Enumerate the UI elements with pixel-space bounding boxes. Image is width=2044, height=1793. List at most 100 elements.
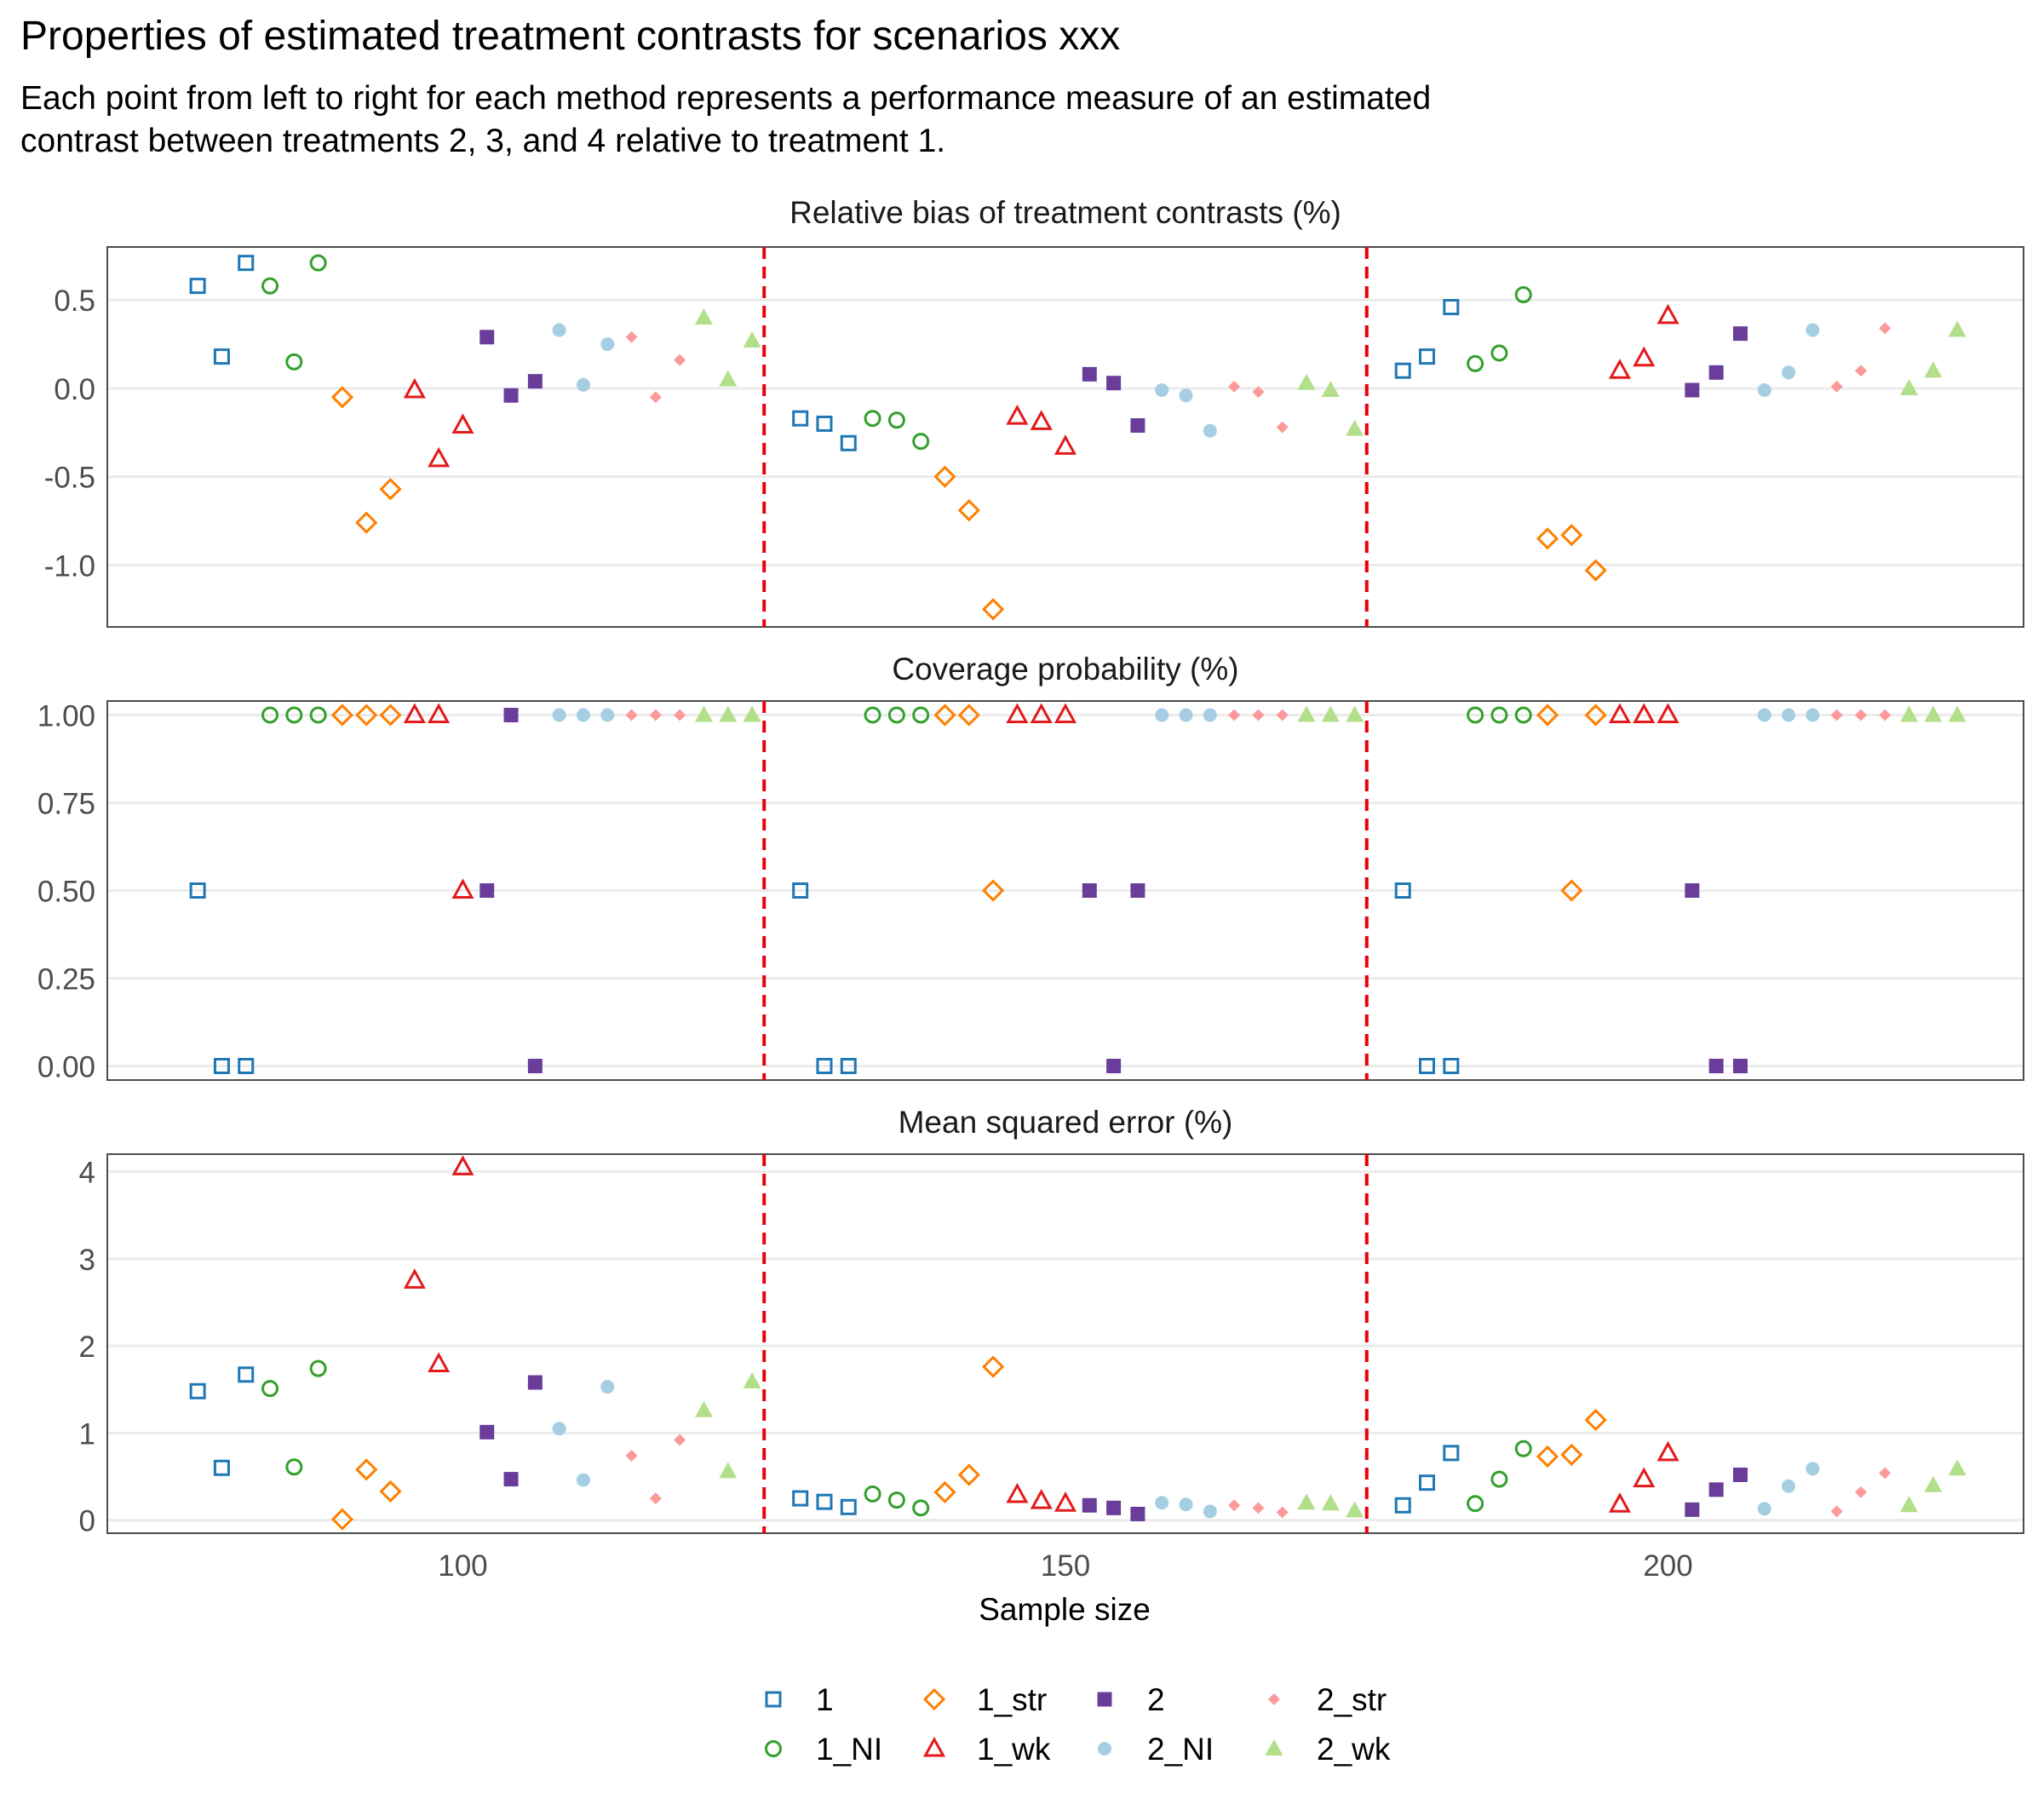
point-2 <box>479 330 495 345</box>
point-1_NI <box>887 411 905 429</box>
point-2_wk <box>1948 705 1966 722</box>
point-1_NI <box>1490 344 1508 362</box>
point-2_NI <box>1155 383 1169 398</box>
point-2_str <box>649 391 662 404</box>
point-2_str <box>1228 380 1241 393</box>
point-1_str <box>355 1458 378 1481</box>
point-1_wk <box>1633 1467 1656 1488</box>
point-2_wk <box>1297 1493 1316 1510</box>
point-1_str <box>379 1480 402 1503</box>
point-2 <box>527 1059 543 1074</box>
point-2 <box>1708 365 1724 380</box>
legend-label: 1 <box>816 1682 834 1717</box>
legend-key-1_str <box>922 1687 946 1711</box>
legend-key-1_NI <box>765 1740 782 1757</box>
point-1_wk <box>1656 703 1679 723</box>
panel-title: Coverage probability (%) <box>892 652 1238 687</box>
x-tick-label: 150 <box>1041 1549 1090 1583</box>
point-1 <box>189 1382 206 1399</box>
point-1 <box>189 882 206 899</box>
point-1_str <box>1536 704 1559 727</box>
point-2_wk <box>694 307 713 325</box>
point-1_wk <box>428 1352 451 1373</box>
legend-label: 2_wk <box>1317 1732 1391 1767</box>
y-tick-label: 0.25 <box>37 963 95 997</box>
point-2_wk <box>1924 705 1943 722</box>
point-2_str <box>674 353 686 366</box>
point-2_wk <box>1346 705 1364 722</box>
point-2_str <box>1830 709 1843 721</box>
point-1 <box>1419 348 1436 365</box>
point-2 <box>527 1375 543 1390</box>
legend-key-1 <box>765 1691 782 1708</box>
point-1 <box>238 1058 255 1075</box>
point-1_NI <box>1514 286 1532 304</box>
point-2_str <box>1830 1505 1843 1518</box>
point-2_wk <box>1321 705 1340 722</box>
point-1_wk <box>1054 1491 1077 1512</box>
point-2 <box>1685 1502 1700 1517</box>
point-1_wk <box>1030 410 1053 430</box>
point-2_str <box>1276 421 1289 434</box>
point-2_str <box>1276 709 1289 721</box>
legend-item-2: 2 <box>1097 1682 1165 1717</box>
point-2 <box>1732 1059 1748 1074</box>
point-2_str <box>649 709 662 721</box>
point-1_str <box>355 511 378 534</box>
point-2_str <box>1252 1502 1265 1514</box>
point-1 <box>792 882 809 899</box>
point-2 <box>1685 883 1700 898</box>
point-1_wk <box>428 703 451 723</box>
point-2 <box>1130 883 1145 898</box>
point-1_wk <box>1006 703 1029 723</box>
point-1 <box>1443 299 1460 316</box>
point-2_str <box>625 709 638 721</box>
point-1_wk <box>1633 703 1656 723</box>
y-tick-label: 0.00 <box>37 1051 95 1084</box>
point-1_wk <box>1006 405 1029 425</box>
x-tick-label: 100 <box>438 1549 487 1583</box>
point-1_str <box>379 478 402 501</box>
legend-label: 2_str <box>1317 1682 1387 1717</box>
point-1 <box>213 1058 230 1075</box>
y-tick-label: 1 <box>79 1417 95 1451</box>
point-1_str <box>1584 559 1607 582</box>
point-1_wk <box>1030 1489 1053 1509</box>
point-1_str <box>1536 527 1559 550</box>
legend-item-1: 1 <box>765 1682 834 1717</box>
point-1_str <box>957 704 980 727</box>
point-1 <box>1443 1445 1460 1462</box>
point-1 <box>213 348 230 365</box>
point-2_NI <box>1806 1462 1820 1476</box>
legend-key-2_wk <box>1265 1739 1283 1756</box>
legend-item-2_wk: 2_wk <box>1265 1732 1391 1767</box>
point-1 <box>189 278 206 295</box>
point-1 <box>1419 1474 1436 1491</box>
point-2_NI <box>600 337 615 352</box>
point-2_str <box>1879 1467 1892 1480</box>
point-2_str <box>649 1492 662 1505</box>
x-tick-label: 200 <box>1643 1549 1692 1583</box>
point-2_wk <box>1297 705 1316 722</box>
point-1_NI <box>912 433 930 451</box>
legend-item-1_NI: 1_NI <box>765 1732 882 1767</box>
point-1 <box>1419 1058 1436 1075</box>
point-2_NI <box>552 323 566 337</box>
point-1_wk <box>403 703 426 723</box>
point-1 <box>1394 362 1411 379</box>
point-1_wk <box>1633 346 1656 367</box>
point-2_NI <box>576 708 590 722</box>
point-1_wk <box>1054 434 1077 455</box>
point-2_str <box>674 709 686 721</box>
point-2_NI <box>576 1473 590 1487</box>
point-1_str <box>981 879 1005 902</box>
point-2_NI <box>1782 1479 1796 1493</box>
point-2_NI <box>1155 708 1169 722</box>
y-tick-label: 2 <box>79 1330 95 1364</box>
point-1_wk <box>1608 1492 1631 1513</box>
point-2_wk <box>719 1462 738 1479</box>
point-1_str <box>330 386 354 409</box>
y-tick-label: 0.50 <box>37 876 95 909</box>
y-tick-label: 4 <box>79 1156 95 1189</box>
point-2_wk <box>1900 378 1919 395</box>
